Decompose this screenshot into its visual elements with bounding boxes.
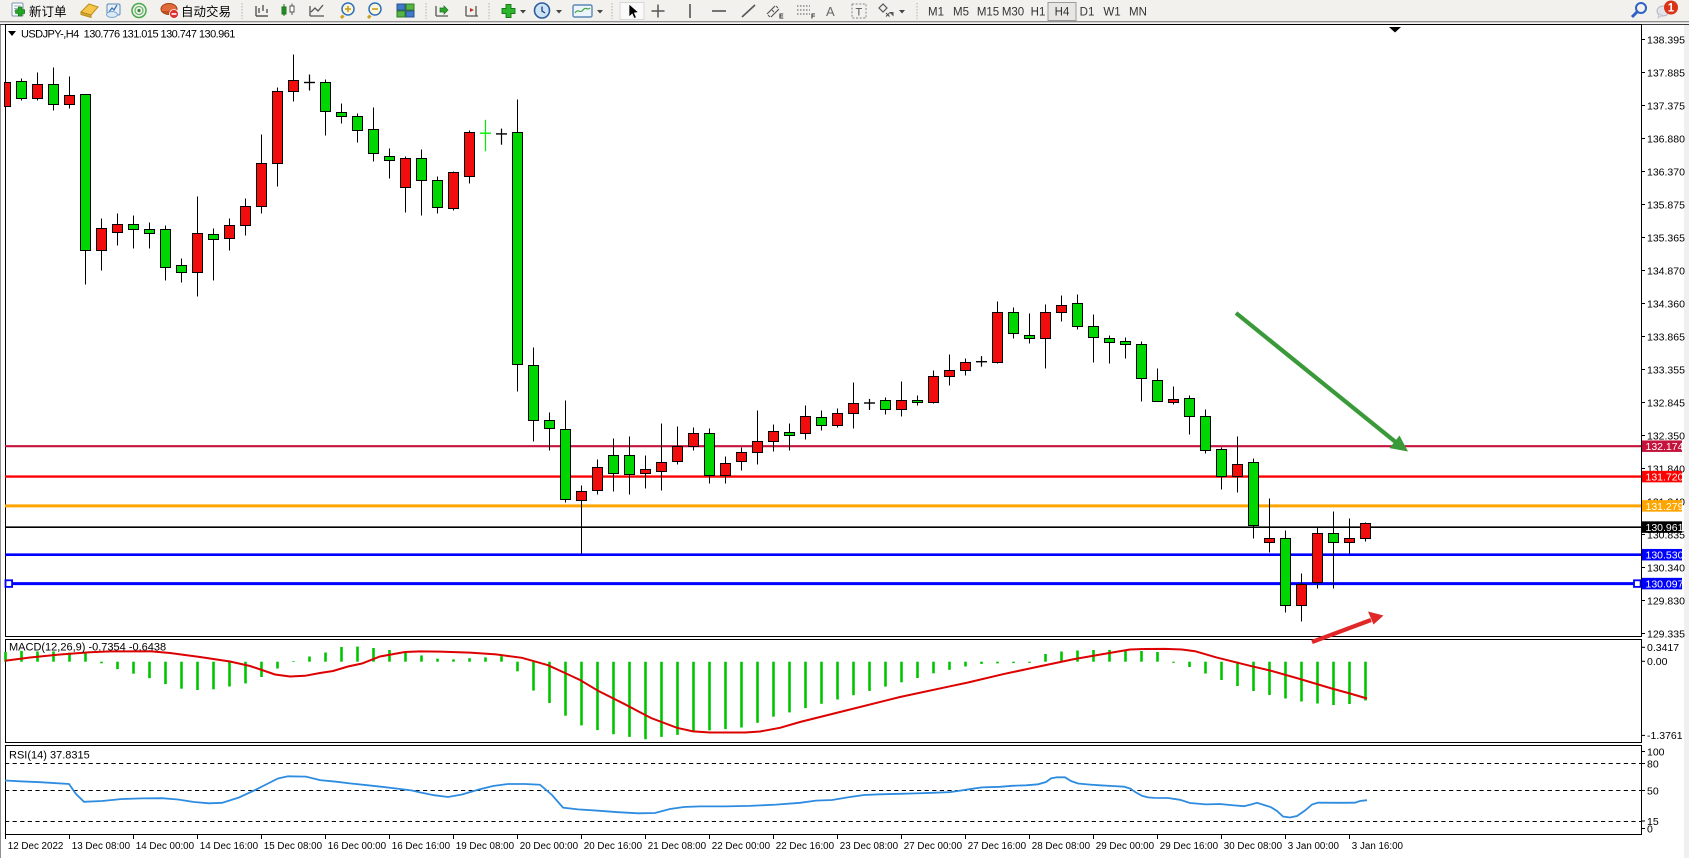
svg-text:27 Dec 00:00: 27 Dec 00:00 <box>904 841 963 852</box>
svg-text:M30: M30 <box>1002 7 1024 19</box>
svg-text:130.097: 130.097 <box>1646 579 1684 591</box>
svg-text:135.365: 135.365 <box>1647 232 1685 244</box>
svg-text:22 Dec 00:00: 22 Dec 00:00 <box>712 841 771 852</box>
svg-text:D1: D1 <box>1080 7 1095 19</box>
svg-text:29 Dec 16:00: 29 Dec 16:00 <box>1160 841 1219 852</box>
svg-text:130.961: 130.961 <box>1646 522 1684 534</box>
svg-text:136.880: 136.880 <box>1647 133 1685 145</box>
svg-text:A: A <box>826 4 835 19</box>
svg-text:3 Jan 16:00: 3 Jan 16:00 <box>1352 841 1404 852</box>
svg-text:134.870: 134.870 <box>1647 265 1685 277</box>
svg-text:MN: MN <box>1129 7 1147 19</box>
svg-text:USDJPY-,H4 130.776 131.015 13: USDJPY-,H4 130.776 131.015 130.747 130.9… <box>21 29 235 41</box>
svg-text:100: 100 <box>1647 746 1665 758</box>
svg-text:20 Dec 16:00: 20 Dec 16:00 <box>584 841 643 852</box>
svg-text:133.865: 133.865 <box>1647 331 1685 343</box>
svg-text:131.720: 131.720 <box>1646 472 1684 484</box>
svg-text:13 Dec 08:00: 13 Dec 08:00 <box>72 841 131 852</box>
svg-text:129.830: 129.830 <box>1647 595 1685 607</box>
svg-text:132.174: 132.174 <box>1646 441 1684 453</box>
svg-text:27 Dec 16:00: 27 Dec 16:00 <box>968 841 1027 852</box>
svg-text:20 Dec 00:00: 20 Dec 00:00 <box>520 841 579 852</box>
svg-text:W1: W1 <box>1103 7 1120 19</box>
svg-text:M15: M15 <box>977 7 999 19</box>
svg-text:12 Dec 2022: 12 Dec 2022 <box>8 841 64 852</box>
svg-text:23 Dec 08:00: 23 Dec 08:00 <box>840 841 899 852</box>
svg-text:137.375: 137.375 <box>1647 100 1685 112</box>
svg-text:28 Dec 08:00: 28 Dec 08:00 <box>1032 841 1091 852</box>
svg-text:14 Dec 16:00: 14 Dec 16:00 <box>200 841 259 852</box>
svg-text:129.335: 129.335 <box>1647 628 1685 640</box>
svg-text:136.370: 136.370 <box>1647 166 1685 178</box>
svg-text:3 Jan 00:00: 3 Jan 00:00 <box>1288 841 1340 852</box>
svg-text:0: 0 <box>1647 823 1653 835</box>
svg-text:134.360: 134.360 <box>1647 298 1685 310</box>
svg-text:自动交易: 自动交易 <box>181 4 231 19</box>
svg-text:-1.3761: -1.3761 <box>1647 730 1683 742</box>
svg-text:M5: M5 <box>953 7 969 19</box>
svg-text:132.845: 132.845 <box>1647 397 1685 409</box>
svg-text:15: 15 <box>1647 816 1659 828</box>
svg-text:131.279: 131.279 <box>1646 501 1684 513</box>
svg-text:1: 1 <box>1668 3 1675 15</box>
svg-text:H4: H4 <box>1055 7 1070 19</box>
svg-text:0.00: 0.00 <box>1647 656 1668 668</box>
svg-text:130.340: 130.340 <box>1647 562 1685 574</box>
svg-text:16 Dec 00:00: 16 Dec 00:00 <box>328 841 387 852</box>
svg-text:15 Dec 08:00: 15 Dec 08:00 <box>264 841 323 852</box>
svg-text:M1: M1 <box>928 7 944 19</box>
svg-text:RSI(14) 37.8315: RSI(14) 37.8315 <box>9 750 90 762</box>
svg-text:137.885: 137.885 <box>1647 67 1685 79</box>
svg-text:T: T <box>856 7 863 19</box>
svg-text:H1: H1 <box>1031 7 1046 19</box>
svg-text:新订单: 新订单 <box>29 4 67 19</box>
svg-text:80: 80 <box>1647 758 1659 770</box>
svg-text:14 Dec 00:00: 14 Dec 00:00 <box>136 841 195 852</box>
svg-text:19 Dec 08:00: 19 Dec 08:00 <box>456 841 515 852</box>
svg-text:22 Dec 16:00: 22 Dec 16:00 <box>776 841 835 852</box>
svg-text:135.875: 135.875 <box>1647 199 1685 211</box>
svg-text:MACD(12,26,9) -0.7354 -0.6438: MACD(12,26,9) -0.7354 -0.6438 <box>9 642 166 654</box>
svg-text:133.355: 133.355 <box>1647 364 1685 376</box>
svg-text:E: E <box>779 14 784 21</box>
svg-text:130.530: 130.530 <box>1646 550 1684 562</box>
svg-text:16 Dec 16:00: 16 Dec 16:00 <box>392 841 451 852</box>
svg-text:132.350: 132.350 <box>1647 430 1685 442</box>
svg-text:29 Dec 00:00: 29 Dec 00:00 <box>1096 841 1155 852</box>
svg-text:21 Dec 08:00: 21 Dec 08:00 <box>648 841 707 852</box>
svg-text:30 Dec 08:00: 30 Dec 08:00 <box>1224 841 1283 852</box>
svg-text:F: F <box>811 14 816 21</box>
svg-text:50: 50 <box>1647 785 1659 797</box>
svg-text:0.3417: 0.3417 <box>1647 642 1679 654</box>
svg-text:138.395: 138.395 <box>1647 34 1685 46</box>
